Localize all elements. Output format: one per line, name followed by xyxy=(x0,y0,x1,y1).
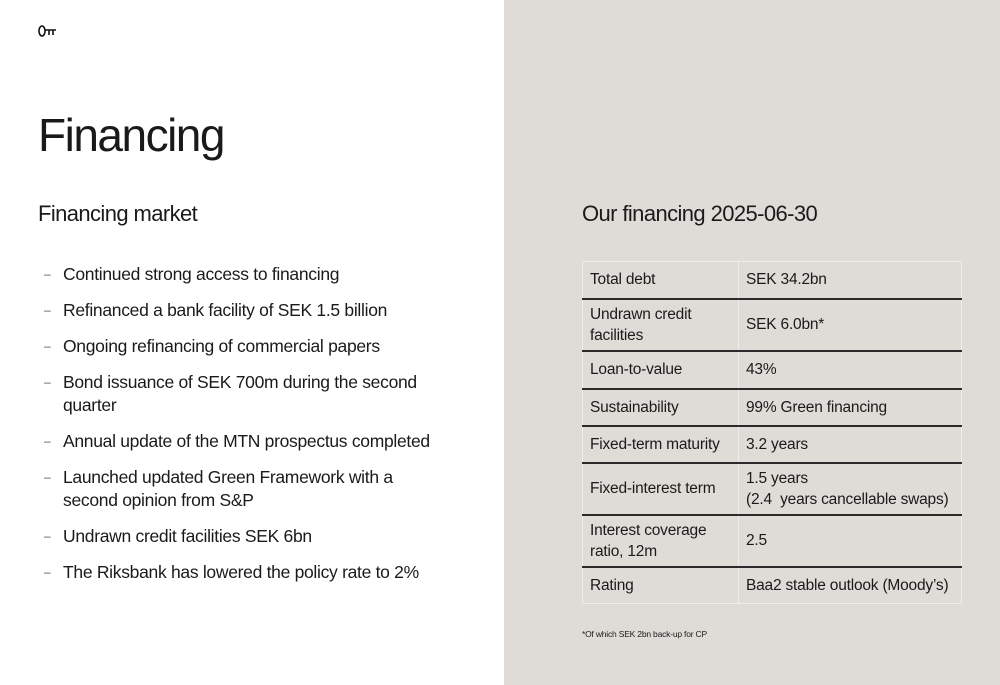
list-item: The Riksbank has lowered the policy rate… xyxy=(44,561,464,584)
row-value: 99% Green financing xyxy=(738,388,962,427)
row-label: Total debt xyxy=(582,261,739,300)
financing-table: Total debt SEK 34.2bn Undrawn credit faci… xyxy=(582,261,962,604)
row-value: 2.5 xyxy=(738,514,962,568)
our-financing-heading: Our financing 2025-06-30 xyxy=(582,201,818,226)
list-item: Continued strong access to financing xyxy=(44,263,464,286)
row-value-line: (2.4 years cancellable swaps) xyxy=(746,490,949,508)
table-row: Fixed-term maturity 3.2 years xyxy=(582,425,962,464)
row-label: Fixed-term maturity xyxy=(582,425,739,464)
row-value-line: 1.5 years xyxy=(746,469,808,487)
row-value: 3.2 years xyxy=(738,425,962,464)
footnote: *Of which SEK 2bn back-up for CP xyxy=(582,629,707,639)
list-item: Bond issuance of SEK 700m during the sec… xyxy=(44,371,464,417)
list-item: Ongoing refinancing of commercial papers xyxy=(44,335,464,358)
table-row: Fixed-interest term 1.5 years (2.4 years c… xyxy=(582,462,962,516)
table-row: Loan-to-value 43% xyxy=(582,350,962,390)
key-icon xyxy=(38,25,56,37)
row-label: Fixed-interest term xyxy=(582,462,739,516)
row-label: Loan-to-value xyxy=(582,350,739,390)
financing-market-heading: Financing market xyxy=(38,201,198,226)
table-row: Rating Baa2 stable outlook (Moody’s) xyxy=(582,566,962,604)
bullet-list: Continued strong access to financing Ref… xyxy=(44,263,464,597)
row-label: Sustainability xyxy=(582,388,739,427)
table-row: Total debt SEK 34.2bn xyxy=(582,261,962,300)
row-value: SEK 6.0bn* xyxy=(738,298,962,352)
row-value: Baa2 stable outlook (Moody’s) xyxy=(738,566,962,604)
left-panel: Financing Financing market Continued str… xyxy=(0,0,504,685)
row-label: Rating xyxy=(582,566,739,604)
table-row: Interest coverage ratio, 12m 2.5 xyxy=(582,514,962,568)
row-label: Undrawn credit facilities xyxy=(582,298,739,352)
row-value: 1.5 years (2.4 years cancellable swaps) xyxy=(738,462,962,516)
list-item: Launched updated Green Framework with a … xyxy=(44,466,434,512)
page-title: Financing xyxy=(38,109,225,161)
row-value: 43% xyxy=(738,350,962,390)
table-row: Undrawn credit facilities SEK 6.0bn* xyxy=(582,298,962,352)
table-row: Sustainability 99% Green financing xyxy=(582,388,962,427)
row-label: Interest coverage ratio, 12m xyxy=(582,514,739,568)
list-item: Undrawn credit facilities SEK 6bn xyxy=(44,525,464,548)
row-value: SEK 34.2bn xyxy=(738,261,962,300)
list-item: Annual update of the MTN prospectus comp… xyxy=(44,430,464,453)
list-item: Refinanced a bank facility of SEK 1.5 bi… xyxy=(44,299,464,322)
